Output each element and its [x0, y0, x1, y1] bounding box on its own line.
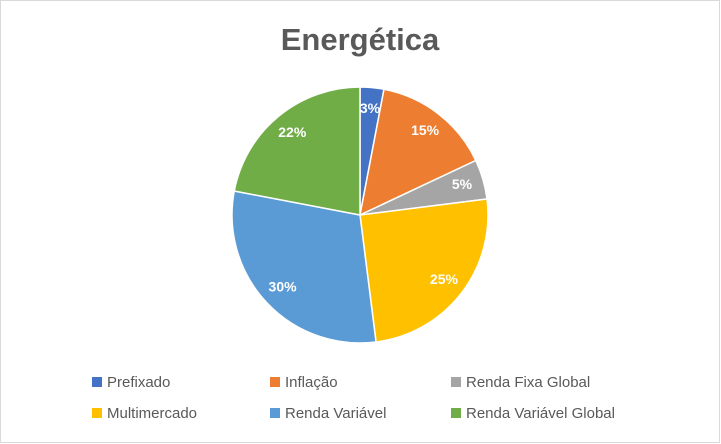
- data-label: 15%: [411, 122, 440, 138]
- legend-label: Prefixado: [107, 374, 170, 391]
- legend-label: Multimercado: [107, 405, 197, 422]
- pie-slice: [231, 190, 377, 344]
- chart-title: Energética: [281, 22, 440, 57]
- pie-slice: [233, 86, 361, 216]
- legend-swatch: [451, 377, 461, 387]
- legend-swatch: [92, 377, 102, 387]
- legend-label: Renda Fixa Global: [466, 374, 590, 391]
- legend-label: Inflação: [285, 374, 338, 391]
- data-label: 30%: [269, 278, 298, 294]
- legend-swatch: [270, 377, 280, 387]
- data-label: 3%: [360, 100, 381, 116]
- pie-slice: [359, 198, 489, 343]
- data-label: 25%: [430, 271, 459, 287]
- data-label: 5%: [452, 176, 473, 192]
- data-label: 22%: [278, 124, 307, 140]
- pie-slice: [358, 88, 477, 217]
- legend-swatch: [270, 408, 280, 418]
- legend-swatch: [451, 408, 461, 418]
- legend-label: Renda Variável Global: [466, 405, 615, 422]
- legend-label: Renda Variável: [285, 405, 386, 422]
- legend-swatch: [92, 408, 102, 418]
